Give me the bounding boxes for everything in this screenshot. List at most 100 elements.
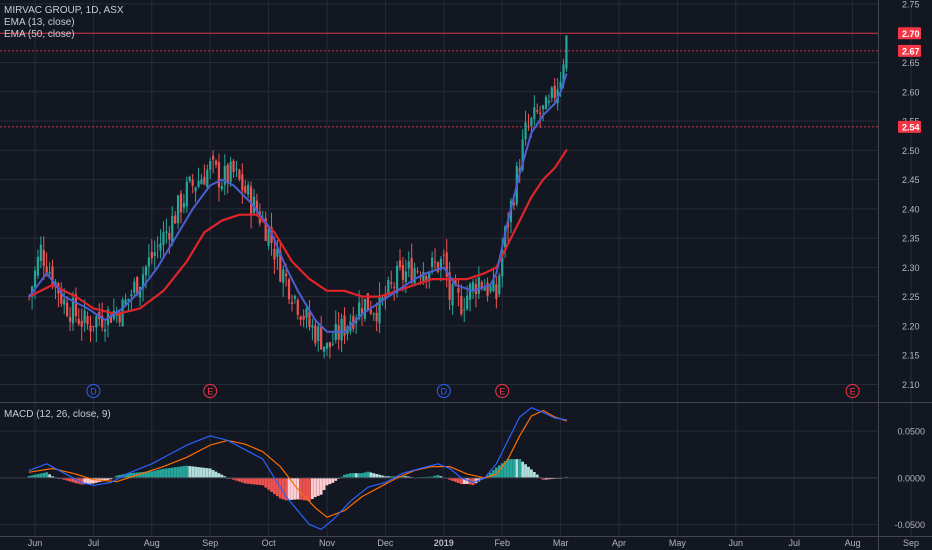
candle-body <box>203 176 206 185</box>
macd-histogram-bar <box>255 477 259 485</box>
event-marker-label[interactable]: E <box>207 387 213 397</box>
candle-body <box>223 165 226 185</box>
macd-histogram-bar <box>375 473 379 478</box>
macd-histogram-bar <box>489 472 492 478</box>
macd-histogram-bar <box>331 477 335 483</box>
candle-body <box>305 308 308 318</box>
macd-histogram-bar <box>535 474 539 478</box>
price-tag <box>898 27 921 40</box>
candle-body <box>416 271 419 273</box>
macd-histogram-bar <box>100 477 104 482</box>
candle-body <box>282 269 285 283</box>
candle-body <box>80 320 83 327</box>
macd-histogram-bar <box>527 466 530 478</box>
macd-histogram-bar <box>109 477 113 480</box>
candle-body <box>492 279 495 292</box>
candle-body <box>127 298 130 301</box>
candle-body <box>176 195 180 224</box>
macd-histogram-bar <box>59 477 63 479</box>
price-tag-label: 2.67 <box>902 46 920 56</box>
price-tag-label: 2.70 <box>902 29 920 39</box>
event-marker-label[interactable]: D <box>441 387 448 397</box>
candle-body <box>466 295 469 310</box>
time-axis-label: May <box>669 538 687 548</box>
macd-histogram-bar <box>103 477 107 481</box>
candle-body <box>136 277 139 296</box>
macd-histogram-bar <box>360 473 364 478</box>
time-axis-label: Sep <box>202 538 218 548</box>
macd-histogram-bar <box>369 472 373 478</box>
candle-body <box>36 256 40 276</box>
macd-histogram-bar <box>220 474 224 478</box>
candle-body <box>118 312 121 323</box>
macd-histogram-bar <box>197 467 200 478</box>
symbol-title[interactable]: MIRVAC GROUP, 1D, ASX <box>4 5 124 16</box>
macd-title[interactable]: MACD (12, 26, close, 9) <box>4 409 111 420</box>
time-axis-label: 2019 <box>434 538 454 548</box>
macd-histogram-bar <box>129 472 133 478</box>
macd-histogram-bar <box>86 477 89 484</box>
ema13-legend[interactable]: EMA (13, close) <box>4 17 75 28</box>
macd-legend: MACD (12, 26, close, 9) <box>4 409 111 421</box>
macd-histogram-bar <box>238 477 241 482</box>
candle-body <box>381 297 384 301</box>
candle-body <box>390 282 393 284</box>
candle-body <box>194 187 197 192</box>
event-marker-label[interactable]: E <box>499 387 505 397</box>
candle-body <box>559 81 562 89</box>
event-marker-label[interactable]: D <box>90 387 97 397</box>
macd-histogram-bar <box>267 477 270 490</box>
price-tag <box>898 44 921 57</box>
macd-histogram-bar <box>290 477 294 500</box>
macd-histogram-bar <box>311 477 314 499</box>
macd-histogram-bar <box>30 475 34 478</box>
price-axis-label: 2.40 <box>902 204 920 214</box>
candle-body <box>212 155 215 160</box>
price-axis-label: 2.60 <box>902 87 920 97</box>
candle-body <box>308 311 311 327</box>
time-axis-label: Dec <box>377 538 394 548</box>
price-axis-label: 2.10 <box>902 380 920 390</box>
candle-body <box>404 271 407 283</box>
macd-histogram-bar <box>124 473 127 478</box>
macd-histogram-bar <box>165 468 168 478</box>
candle-body <box>562 64 565 85</box>
price-axis-label: 2.25 <box>902 292 920 302</box>
price-axis-label: 2.30 <box>902 263 920 273</box>
macd-histogram-bar <box>299 477 303 500</box>
candle-body <box>95 316 98 328</box>
candle-body <box>468 283 472 300</box>
macd-histogram-bar <box>159 469 162 478</box>
macd-histogram-bar <box>214 471 218 478</box>
candle-body <box>422 272 425 283</box>
time-axis-label: Apr <box>612 538 626 548</box>
candle-body <box>343 315 346 336</box>
macd-histogram-bar <box>150 471 154 478</box>
macd-histogram-bar <box>465 477 469 484</box>
event-marker <box>86 384 101 398</box>
macd-axis-label: -0.0500 <box>894 520 925 530</box>
macd-histogram-bar <box>185 465 189 478</box>
candle-body <box>477 277 480 294</box>
macd-histogram-bar <box>340 476 343 478</box>
candle-body <box>33 270 37 288</box>
macd-histogram-bar <box>515 459 519 478</box>
candle-body <box>550 87 553 98</box>
macd-histogram-bar <box>530 469 533 478</box>
macd-histogram-bar <box>308 477 311 501</box>
ema50-legend[interactable]: EMA (50, close) <box>4 29 75 40</box>
macd-histogram-bar <box>191 466 195 478</box>
candle-body <box>372 313 375 315</box>
macd-histogram-bar <box>448 477 452 480</box>
macd-axis-label: 0.0000 <box>897 473 925 483</box>
candle-body <box>174 215 177 224</box>
macd-histogram-bar <box>471 477 475 486</box>
macd-histogram-bar <box>386 476 390 478</box>
candle-body <box>398 260 402 268</box>
macd-histogram-bar <box>284 477 288 501</box>
candle-body <box>68 317 72 322</box>
macd-histogram-bar <box>170 467 174 478</box>
macd-histogram-bar <box>33 474 37 478</box>
event-marker-label[interactable]: E <box>850 387 856 397</box>
